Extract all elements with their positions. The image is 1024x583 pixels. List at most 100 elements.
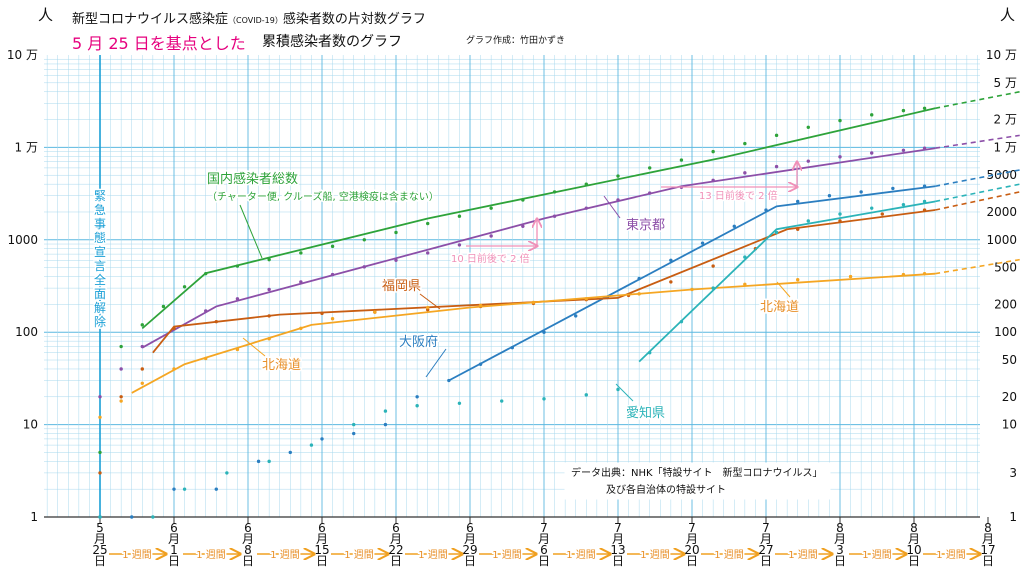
week-label: 1 週間 xyxy=(936,549,966,561)
y-tick-label-left: 10 xyxy=(23,418,38,432)
national-point xyxy=(140,323,144,327)
emergency-char: 言 xyxy=(94,259,106,273)
right-unit-label: 人 xyxy=(1000,6,1016,24)
national-point xyxy=(806,125,810,130)
x-tick-label: 7 xyxy=(540,521,548,535)
tokyo-point xyxy=(806,159,810,163)
aichi-point xyxy=(352,422,356,427)
series-layer xyxy=(98,90,1020,519)
national-point xyxy=(426,221,430,226)
emergency-char: 面 xyxy=(94,287,106,301)
week-label: 1 週間 xyxy=(640,549,670,561)
x-tick-label: 7 xyxy=(614,521,622,535)
x-tick-label: 20 xyxy=(684,543,699,557)
national-point xyxy=(774,133,779,138)
source-box xyxy=(564,462,831,500)
x-tick-label: 日 xyxy=(168,554,180,568)
x-tick-label: 日 xyxy=(612,554,624,568)
emergency-char: 急 xyxy=(94,202,106,217)
hokkaido-point xyxy=(373,310,377,314)
osaka-label: 大阪府 xyxy=(399,335,438,350)
tokyo-point xyxy=(394,258,398,262)
osaka-point xyxy=(891,186,895,191)
national-point xyxy=(679,158,684,162)
fukuoka-point xyxy=(880,212,884,216)
x-tick-label: 月 xyxy=(464,532,476,546)
y-tick-label-right: 100 xyxy=(994,325,1017,339)
fukuoka-point xyxy=(669,280,673,284)
osaka-point xyxy=(288,450,292,455)
osaka-point xyxy=(574,314,578,318)
tokyo-point xyxy=(838,155,842,159)
osaka-point xyxy=(732,224,736,228)
national-point xyxy=(98,450,102,455)
y-tick-label-right: 50 xyxy=(1002,353,1017,367)
x-tick-label: 8 xyxy=(244,543,252,557)
osaka-point xyxy=(415,395,419,399)
hokkaido-label-1: 北海道 xyxy=(262,358,301,373)
week-label: 1 週間 xyxy=(714,549,744,561)
week-label: 1 週間 xyxy=(418,549,448,561)
x-tick-label: 6 xyxy=(244,521,252,535)
x-tick-label: 日 xyxy=(760,554,772,568)
x-tick-label: 月 xyxy=(982,532,994,546)
fukuoka-point xyxy=(98,471,102,475)
hokkaido-point xyxy=(119,399,123,403)
x-tick-label: 月 xyxy=(686,532,698,546)
osaka-point xyxy=(352,431,356,436)
x-tick-label: 29 xyxy=(462,543,477,557)
y-tick-label-right: 5 万 xyxy=(994,76,1017,90)
hokkaido-point xyxy=(848,274,853,279)
chart-title-line2: 累積感染者数のグラフ xyxy=(262,34,402,50)
national-trend-line xyxy=(141,107,936,330)
hokkaido-point xyxy=(98,415,102,419)
x-tick-label: 10 xyxy=(906,543,921,557)
osaka-point xyxy=(172,487,176,491)
x-tick-label: 月 xyxy=(538,532,550,546)
x-tick-label: 6 xyxy=(392,521,400,535)
national-sublabel: （チャーター便, クルーズ船, 空港検疫は含まない） xyxy=(207,190,439,203)
national-point xyxy=(489,206,493,210)
y-tick-label-right: 10 xyxy=(1002,418,1017,432)
x-tick-label: 日 xyxy=(834,554,846,568)
y-tick-label-left: 1 xyxy=(30,510,38,524)
fukuoka-label: 福岡県 xyxy=(382,279,421,294)
chart-title-highlight: 5 月 25 日を基点とした xyxy=(72,34,246,53)
osaka-point xyxy=(256,459,261,464)
week-label: 1 週間 xyxy=(270,549,300,561)
national-point xyxy=(182,285,187,289)
national-point xyxy=(330,244,335,249)
national-point xyxy=(119,344,123,349)
tokyo-point xyxy=(119,367,123,371)
chart-title-line1: 新型コロナウイルス感染症（COVID-19）感染者数の片対数グラフ xyxy=(72,12,426,27)
aichi-point xyxy=(901,202,906,207)
x-tick-label: 25 xyxy=(92,543,107,557)
tokyo-point xyxy=(870,151,874,155)
aichi-point xyxy=(500,399,504,403)
x-tick-label: 月 xyxy=(760,532,772,546)
y-tick-label-right: 2 万 xyxy=(994,113,1017,127)
osaka-trend-line xyxy=(448,185,936,382)
week-label: 1 週間 xyxy=(196,549,226,561)
fukuoka-leader xyxy=(419,293,441,310)
x-tick-label: 日 xyxy=(316,554,328,568)
tokyo-point xyxy=(489,234,493,238)
x-tick-label: 日 xyxy=(538,554,550,568)
national-point xyxy=(299,251,303,255)
x-tick-label: 月 xyxy=(908,532,920,546)
x-tick-label: 6 xyxy=(318,521,326,535)
aichi-trend-line xyxy=(638,200,936,363)
x-tick-label: 日 xyxy=(390,554,402,568)
y-tick-label-right: 3 xyxy=(1009,466,1017,480)
national-point xyxy=(457,214,462,218)
x-tick-label: 6 xyxy=(466,521,474,535)
national-point xyxy=(648,166,652,170)
y-tick-label-right: 2000 xyxy=(986,205,1017,219)
national-point xyxy=(711,149,715,154)
aichi-point xyxy=(225,471,229,475)
doubling-label-1: 10 日前後で 2 倍 xyxy=(451,252,530,265)
aichi-point xyxy=(267,459,271,464)
